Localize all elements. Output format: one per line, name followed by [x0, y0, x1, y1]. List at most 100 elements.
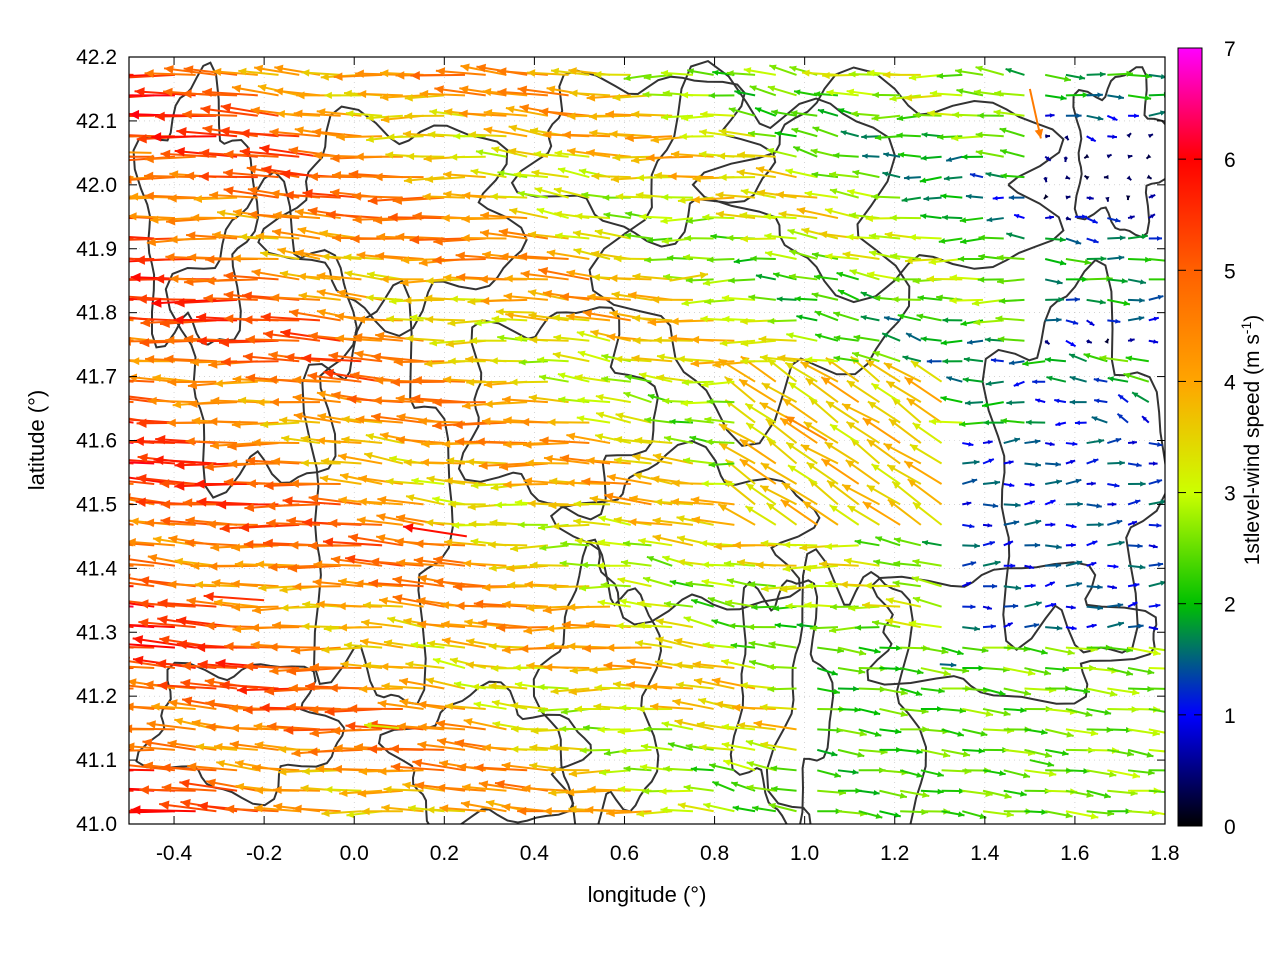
- wind-vector: [213, 742, 258, 751]
- wind-vector: [888, 418, 922, 444]
- wind-vector: [510, 745, 548, 753]
- wind-vector: [993, 109, 1025, 117]
- wind-vector: [854, 624, 880, 631]
- wind-vector: [538, 374, 569, 383]
- wind-vector: [185, 437, 238, 446]
- x-tick-label: 0.2: [430, 842, 459, 865]
- wind-vector: [806, 461, 839, 485]
- wind-vector: [129, 724, 175, 734]
- wind-vector: [706, 256, 735, 263]
- wind-vector: [768, 64, 797, 76]
- wind-vector: [316, 436, 362, 445]
- wind-vector: [613, 456, 652, 465]
- wind-vector: [441, 620, 486, 629]
- wind-vector: [1044, 581, 1056, 588]
- wind-vector: [262, 329, 321, 342]
- wind-vector: [1074, 420, 1087, 426]
- wind-vector: [223, 149, 279, 159]
- wind-vector: [964, 400, 984, 406]
- wind-vector: [683, 784, 714, 792]
- wind-vector: [636, 174, 673, 182]
- wind-vector: [655, 618, 694, 629]
- wind-vector: [358, 474, 404, 485]
- wind-vector: [637, 621, 673, 630]
- wind-vector: [316, 271, 362, 281]
- y-axis-label: latitude (°): [24, 390, 49, 491]
- wind-vector: [546, 249, 590, 260]
- wind-vector: [718, 442, 756, 465]
- wind-vector: [543, 807, 590, 816]
- wind-vector: [553, 334, 590, 342]
- wind-vector: [940, 395, 963, 404]
- wind-vector: [508, 207, 549, 220]
- wind-vector: [1107, 564, 1119, 569]
- wind-vector: [760, 462, 798, 485]
- wind-vector: [289, 479, 341, 488]
- wind-vector: [392, 196, 445, 205]
- wind-vector: [871, 193, 901, 200]
- wind-vector: [619, 598, 652, 608]
- wind-vector: [525, 459, 569, 467]
- wind-vector: [470, 481, 507, 489]
- wind-vector: [722, 759, 756, 772]
- wind-vector: [239, 233, 279, 241]
- wind-vector: [138, 618, 196, 629]
- wind-vector: [491, 315, 528, 323]
- wind-vector: [1065, 195, 1071, 200]
- x-tick-label: -0.4: [156, 842, 193, 865]
- wind-vector: [920, 667, 951, 677]
- wind-vector: [837, 769, 859, 775]
- wind-vector: [961, 154, 984, 160]
- wind-vector: [255, 232, 300, 241]
- wind-vector: [470, 168, 507, 179]
- wind-vector: [1005, 68, 1025, 76]
- wind-vector: [344, 270, 383, 281]
- wind-vector: [858, 646, 881, 654]
- wind-vector: [425, 175, 466, 184]
- wind-vector: [660, 217, 694, 225]
- wind-vector: [1127, 748, 1154, 758]
- wind-vector: [862, 601, 901, 609]
- wind-vector: [726, 70, 756, 77]
- wind-vector: [681, 379, 714, 386]
- wind-vector: [129, 665, 155, 670]
- wind-vector: [603, 661, 652, 670]
- wind-vector: [768, 641, 797, 649]
- wind-vector: [1148, 789, 1165, 794]
- wind-vector: [1131, 391, 1150, 404]
- wind-vector: [363, 721, 400, 730]
- wind-vector: [677, 355, 714, 363]
- wind-vector: [994, 90, 1025, 97]
- wind-vector: [282, 496, 341, 506]
- wind-vector: [808, 478, 839, 506]
- wind-vector: [186, 596, 238, 608]
- wind-vector: [842, 251, 880, 260]
- wind-vector: [770, 765, 797, 772]
- wind-vector: [1127, 215, 1135, 220]
- wind-vector: [1065, 605, 1076, 610]
- wind-vector: [660, 69, 694, 77]
- wind-vector: [266, 722, 321, 732]
- wind-vector: [462, 559, 507, 568]
- wind-vector: [598, 515, 632, 526]
- wind-vector: [943, 175, 963, 182]
- wind-vector: [715, 210, 756, 220]
- wind-vector: [129, 768, 155, 772]
- wind-vector: [779, 417, 818, 444]
- wind-vector: [593, 70, 631, 79]
- wind-vector: [1086, 237, 1099, 244]
- wind-vector: [432, 397, 486, 407]
- wind-vector: [837, 289, 860, 301]
- wind-vector: [1065, 581, 1083, 588]
- wind-vector: [543, 663, 590, 672]
- wind-vector: [670, 150, 714, 159]
- wind-vector: [942, 214, 963, 221]
- wind-vector: [1086, 71, 1106, 78]
- wind-vector: [787, 464, 818, 485]
- wind-vector: [412, 758, 466, 772]
- wind-vector: [129, 462, 134, 465]
- wind-vector: [147, 553, 196, 567]
- wind-vector: [858, 810, 883, 819]
- wind-vector: [361, 619, 403, 629]
- wind-vector: [288, 308, 341, 322]
